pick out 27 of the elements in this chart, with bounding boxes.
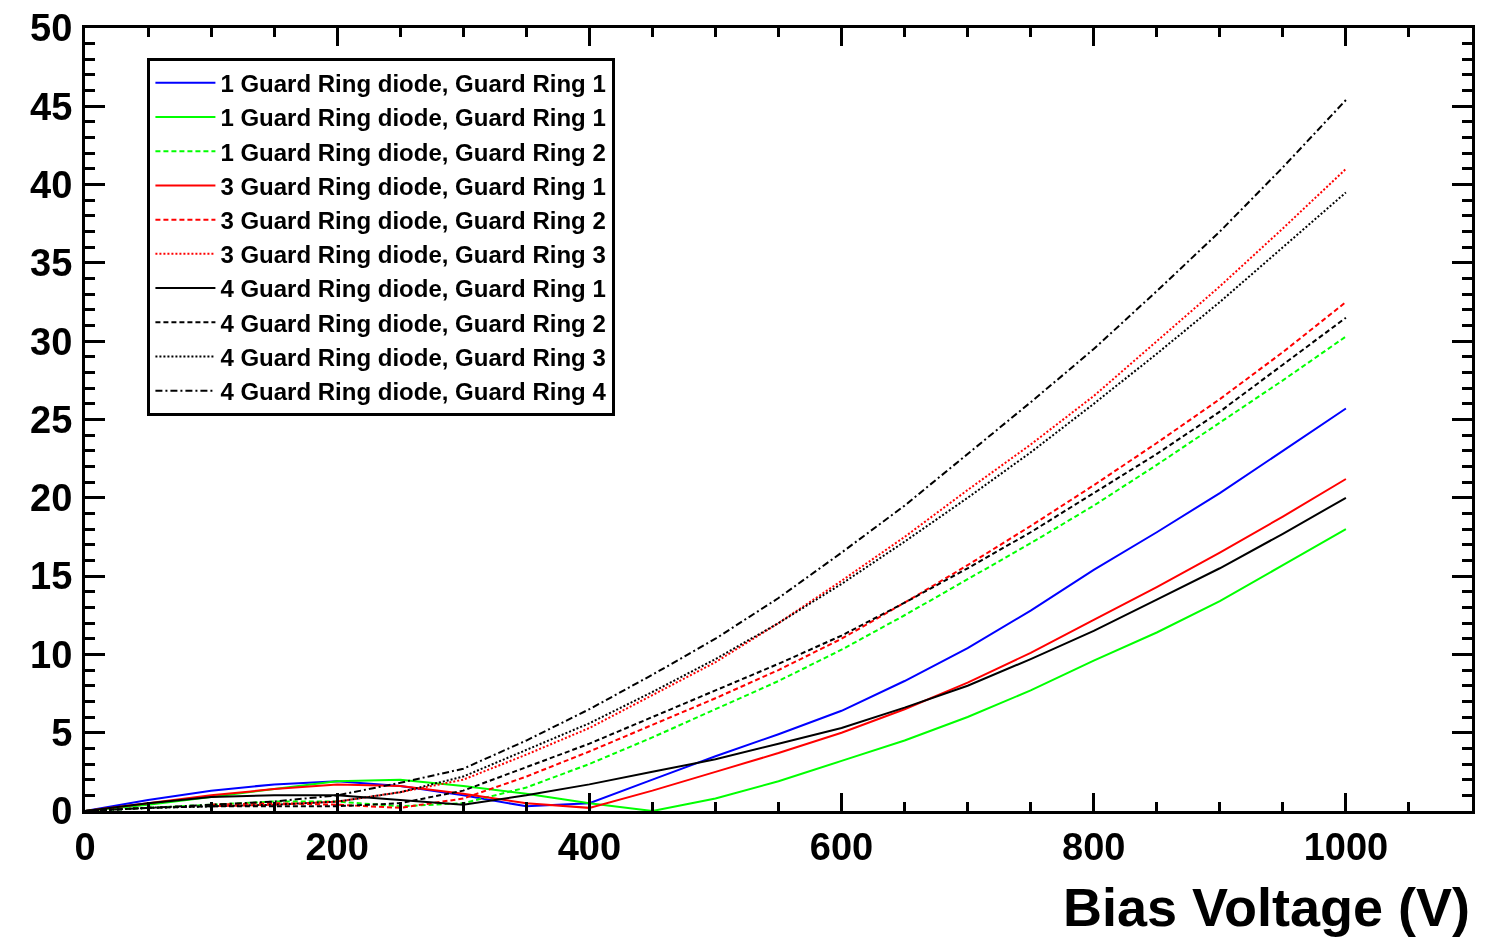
y-tick-label: 25 bbox=[30, 398, 73, 441]
legend-label: 3 Guard Ring diode, Guard Ring 3 bbox=[220, 241, 606, 269]
x-tick-label: 400 bbox=[557, 825, 622, 868]
x-tick-label: 200 bbox=[305, 825, 369, 868]
x-tick-label: 800 bbox=[1062, 825, 1126, 868]
y-tick-label: 40 bbox=[30, 163, 73, 206]
y-tick-label: 15 bbox=[30, 555, 73, 598]
legend-label: 4 Guard Ring diode, Guard Ring 3 bbox=[220, 343, 606, 371]
y-tick-label: 20 bbox=[30, 477, 73, 520]
y-tick-label: 50 bbox=[30, 7, 73, 50]
x-tick-label: 600 bbox=[809, 825, 874, 868]
y-tick-label: 5 bbox=[51, 712, 73, 754]
legend-label: 3 Guard Ring diode, Guard Ring 1 bbox=[220, 172, 606, 200]
y-tick-label: 30 bbox=[30, 320, 73, 363]
legend-label: 4 Guard Ring diode, Guard Ring 4 bbox=[220, 378, 607, 406]
y-tick-label: 35 bbox=[30, 242, 73, 285]
legend-label: 1 Guard Ring diode, Guard Ring 1 bbox=[220, 104, 606, 132]
x-tick-label: 1000 bbox=[1303, 825, 1389, 868]
y-tick-label: 10 bbox=[30, 633, 73, 676]
legend-label: 4 Guard Ring diode, Guard Ring 2 bbox=[220, 309, 606, 337]
y-tick-label: 0 bbox=[51, 790, 73, 833]
y-tick-label: 45 bbox=[30, 85, 73, 128]
legend-label: 1 Guard Ring diode, Guard Ring 2 bbox=[220, 138, 606, 166]
legend-label: 3 Guard Ring diode, Guard Ring 2 bbox=[220, 207, 606, 235]
x-axis-title: Bias Voltage (V) bbox=[1063, 877, 1471, 937]
legend-label: 1 Guard Ring diode, Guard Ring 1 bbox=[220, 70, 606, 98]
legend-label: 4 Guard Ring diode, Guard Ring 1 bbox=[220, 275, 606, 303]
